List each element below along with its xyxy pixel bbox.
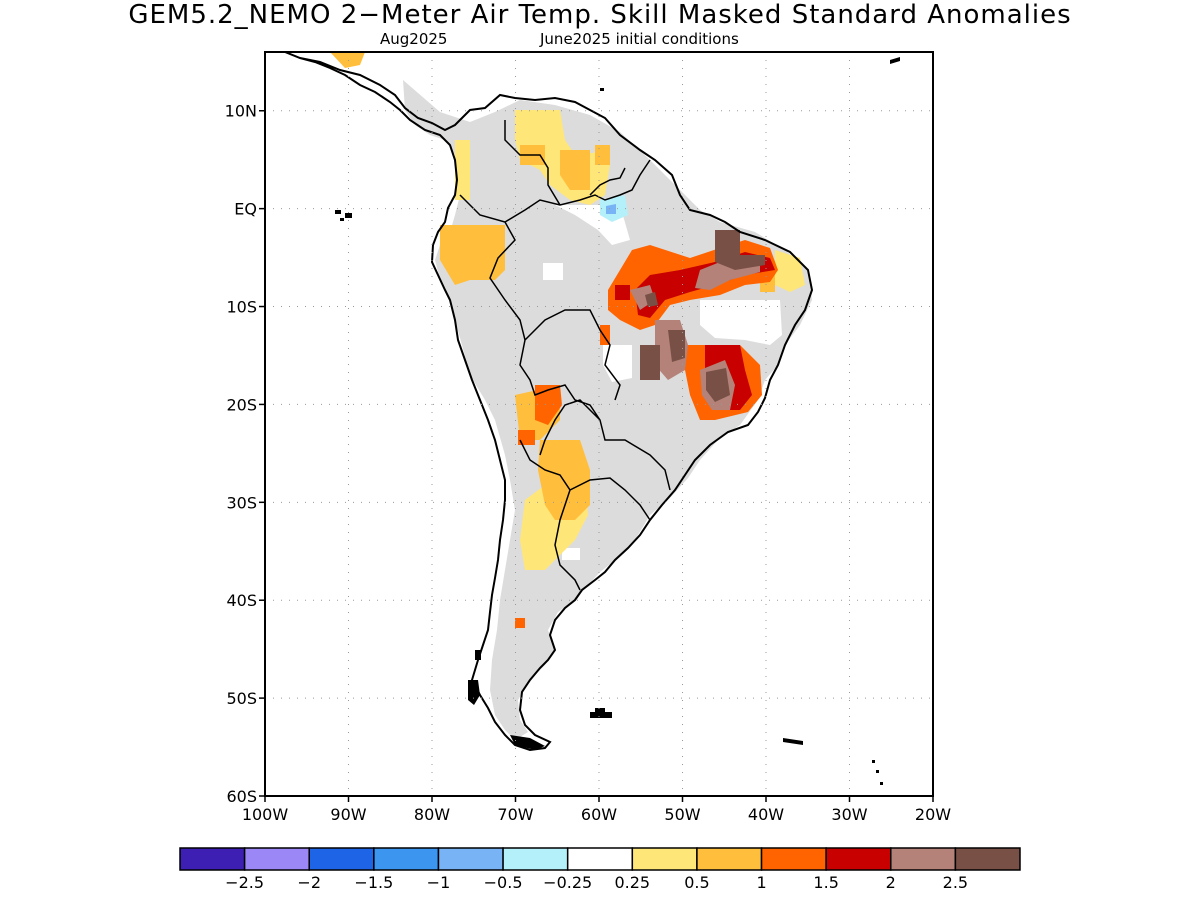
colorbar-label: 0.5 xyxy=(684,873,709,892)
colorbar-label: 2 xyxy=(886,873,896,892)
anomaly-1-area xyxy=(440,225,505,285)
near-normal-patch xyxy=(562,548,580,560)
colorbar-swatch xyxy=(243,847,310,871)
lat-label: 10S xyxy=(226,298,257,317)
anomaly-above-2.5-area xyxy=(715,230,765,270)
anomaly-0.5-area xyxy=(455,140,470,200)
lat-label: 10N xyxy=(225,102,257,121)
colorbar-swatch xyxy=(502,847,569,871)
colorbar-swatch xyxy=(890,847,957,871)
lon-label: 60W xyxy=(581,805,617,824)
masked-land xyxy=(403,80,812,740)
colorbar-swatch xyxy=(308,847,375,871)
colorbar-label: −0.25 xyxy=(543,873,592,892)
colorbar-label: −1 xyxy=(427,873,451,892)
lat-label: 60S xyxy=(226,787,257,806)
chilean-archipelago xyxy=(468,650,481,705)
south-sandwich-islands xyxy=(872,760,883,785)
lon-label: 80W xyxy=(414,805,450,824)
lon-label: 40W xyxy=(748,805,784,824)
lon-label: 70W xyxy=(497,805,533,824)
colorbar-label: −1.5 xyxy=(354,873,393,892)
longitude-labels: 100W 90W 80W 70W 60W 50W 40W 30W 20W xyxy=(242,796,951,824)
anomaly-above-2.5-area xyxy=(668,330,685,362)
lat-label: 50S xyxy=(226,689,257,708)
lon-label: 30W xyxy=(831,805,867,824)
galapagos-islands xyxy=(335,210,352,221)
tierra-del-fuego xyxy=(510,735,545,750)
latitude-labels: 10N EQ 10S 20S 30S 40S 50S 60S xyxy=(225,102,265,806)
colorbar-swatch xyxy=(566,847,634,871)
anomaly-1.5-area xyxy=(515,618,525,628)
lon-label: 90W xyxy=(330,805,366,824)
colorbar-label: 1.5 xyxy=(813,873,838,892)
south-georgia xyxy=(783,738,803,745)
coastline xyxy=(284,52,814,752)
country-borders xyxy=(459,120,671,591)
colorbar-label: 1 xyxy=(756,873,766,892)
colorbar-swatch xyxy=(437,847,504,871)
colorbar-swatch xyxy=(179,847,246,871)
lon-label: 100W xyxy=(242,805,289,824)
falkland-islands xyxy=(590,708,612,718)
colorbar-swatch xyxy=(954,847,1021,871)
colorbar-swatch xyxy=(631,847,698,871)
anomaly-1.5-area xyxy=(535,385,562,425)
colorbar-label: −2 xyxy=(297,873,321,892)
colorbar-label: −0.5 xyxy=(484,873,523,892)
colorbar-swatch xyxy=(825,847,892,871)
caribbean-islands xyxy=(600,57,900,91)
colorbar: −2.5 −2 −1.5 −1 −0.5 −0.25 0.25 0.5 1 1.5 2 2.5 xyxy=(179,847,1021,892)
anomaly-above-2.5-area xyxy=(645,292,658,307)
initial-conditions: June2025 initial conditions xyxy=(540,30,739,48)
anomaly-1-area xyxy=(595,145,610,165)
lon-label: 50W xyxy=(664,805,700,824)
colorbar-swatch xyxy=(373,847,440,871)
colorbar-swatch xyxy=(696,847,763,871)
colorbar-label: 0.25 xyxy=(614,873,650,892)
colorbar-label: 2.5 xyxy=(943,873,968,892)
anomaly-1-area xyxy=(330,52,365,68)
map-title: GEM5.2_NEMO 2−Meter Air Temp. Skill Mask… xyxy=(128,0,1072,30)
lat-label: 40S xyxy=(226,591,257,610)
anomaly-above-2.5-area xyxy=(640,345,660,380)
colorbar-label: −2.5 xyxy=(225,873,264,892)
anomaly-2-area xyxy=(615,285,630,300)
near-normal-patch xyxy=(700,300,782,345)
near-normal-patch xyxy=(543,263,563,280)
anomaly-1.5-area xyxy=(518,430,535,445)
anomaly-negative-area xyxy=(606,204,616,214)
map-layer xyxy=(284,52,900,785)
lon-label: 20W xyxy=(915,805,951,824)
lat-label: 30S xyxy=(226,493,257,512)
valid-month: Aug2025 xyxy=(380,30,448,48)
anomaly-1-area xyxy=(560,150,590,190)
lat-label: EQ xyxy=(234,200,257,219)
anomaly-0.5-area xyxy=(775,250,805,292)
colorbar-swatch xyxy=(760,847,827,871)
lat-label: 20S xyxy=(226,395,257,414)
anomaly-above-2.5-area xyxy=(706,368,730,402)
